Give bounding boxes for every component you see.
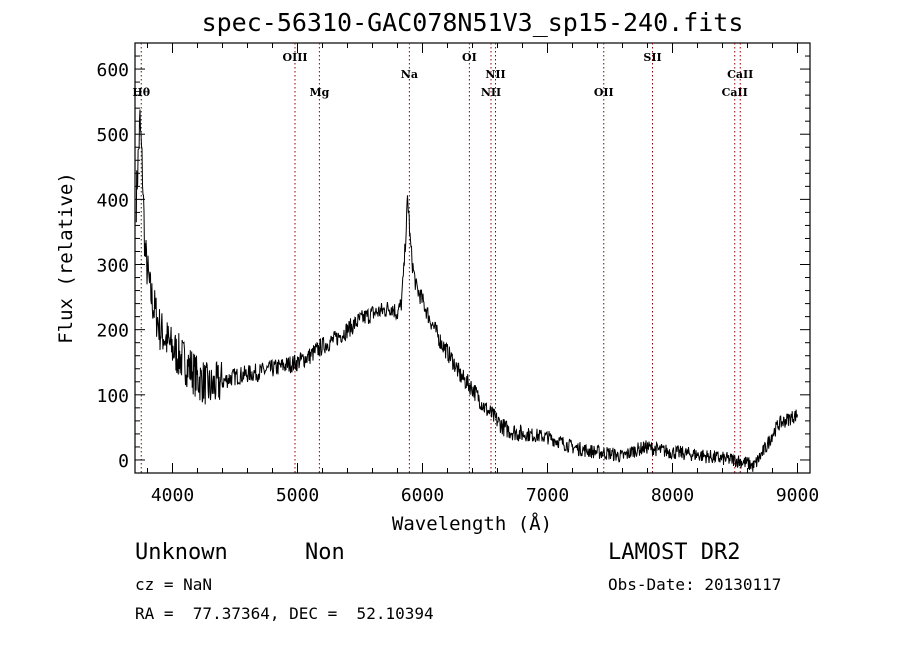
y-axis-label: Flux (relative)	[55, 172, 77, 344]
survey-name: LAMOST DR2	[608, 540, 741, 565]
marker-label: Na	[401, 68, 418, 81]
spectrum-line	[135, 109, 798, 472]
marker-label: CaII	[727, 68, 753, 81]
x-axis-label: Wavelength (Å)	[392, 512, 552, 535]
x-tick-label: 7000	[526, 485, 569, 506]
marker-label: Hθ	[132, 86, 150, 99]
x-tick-label: 8000	[651, 485, 694, 506]
redshift-cz: cz = NaN	[135, 575, 213, 594]
marker-label: NII	[481, 86, 501, 99]
plot-frame	[134, 42, 811, 474]
emission-line-markers: Hθ OIII Mg Na OI NII NII OII SII CaII CaII	[132, 43, 753, 473]
marker-label: NII	[485, 68, 505, 81]
obs-date: Obs-Date: 20130117	[608, 575, 782, 594]
y-tick-label: 0	[118, 451, 129, 472]
x-tick-label: 9000	[776, 485, 819, 506]
y-tick-label: 100	[96, 386, 129, 407]
axis-ticks: 4000 5000 6000 7000 8000 9000 0 100 200 300 400 500…	[96, 42, 819, 506]
object-subclass: Non	[305, 540, 345, 565]
y-tick-label: 200	[96, 321, 129, 342]
x-tick-label: 6000	[401, 485, 444, 506]
x-tick-label: 4000	[151, 485, 194, 506]
marker-label: CaII	[722, 86, 748, 99]
marker-label: OI	[462, 51, 477, 64]
marker-label: OII	[594, 86, 614, 99]
y-tick-label: 400	[96, 190, 129, 211]
y-tick-label: 600	[96, 60, 129, 81]
chart-title: spec-56310-GAC078N51V3_sp15-240.fits	[201, 8, 744, 37]
y-tick-label: 300	[96, 256, 129, 277]
marker-label: Mg	[309, 86, 329, 99]
x-tick-label: 5000	[276, 485, 319, 506]
marker-label: SII	[643, 51, 661, 64]
y-tick-label: 500	[96, 125, 129, 146]
coordinates: RA = 77.37364, DEC = 52.10394	[135, 604, 434, 623]
object-type: Unknown	[135, 540, 228, 565]
marker-label: OIII	[282, 51, 307, 64]
